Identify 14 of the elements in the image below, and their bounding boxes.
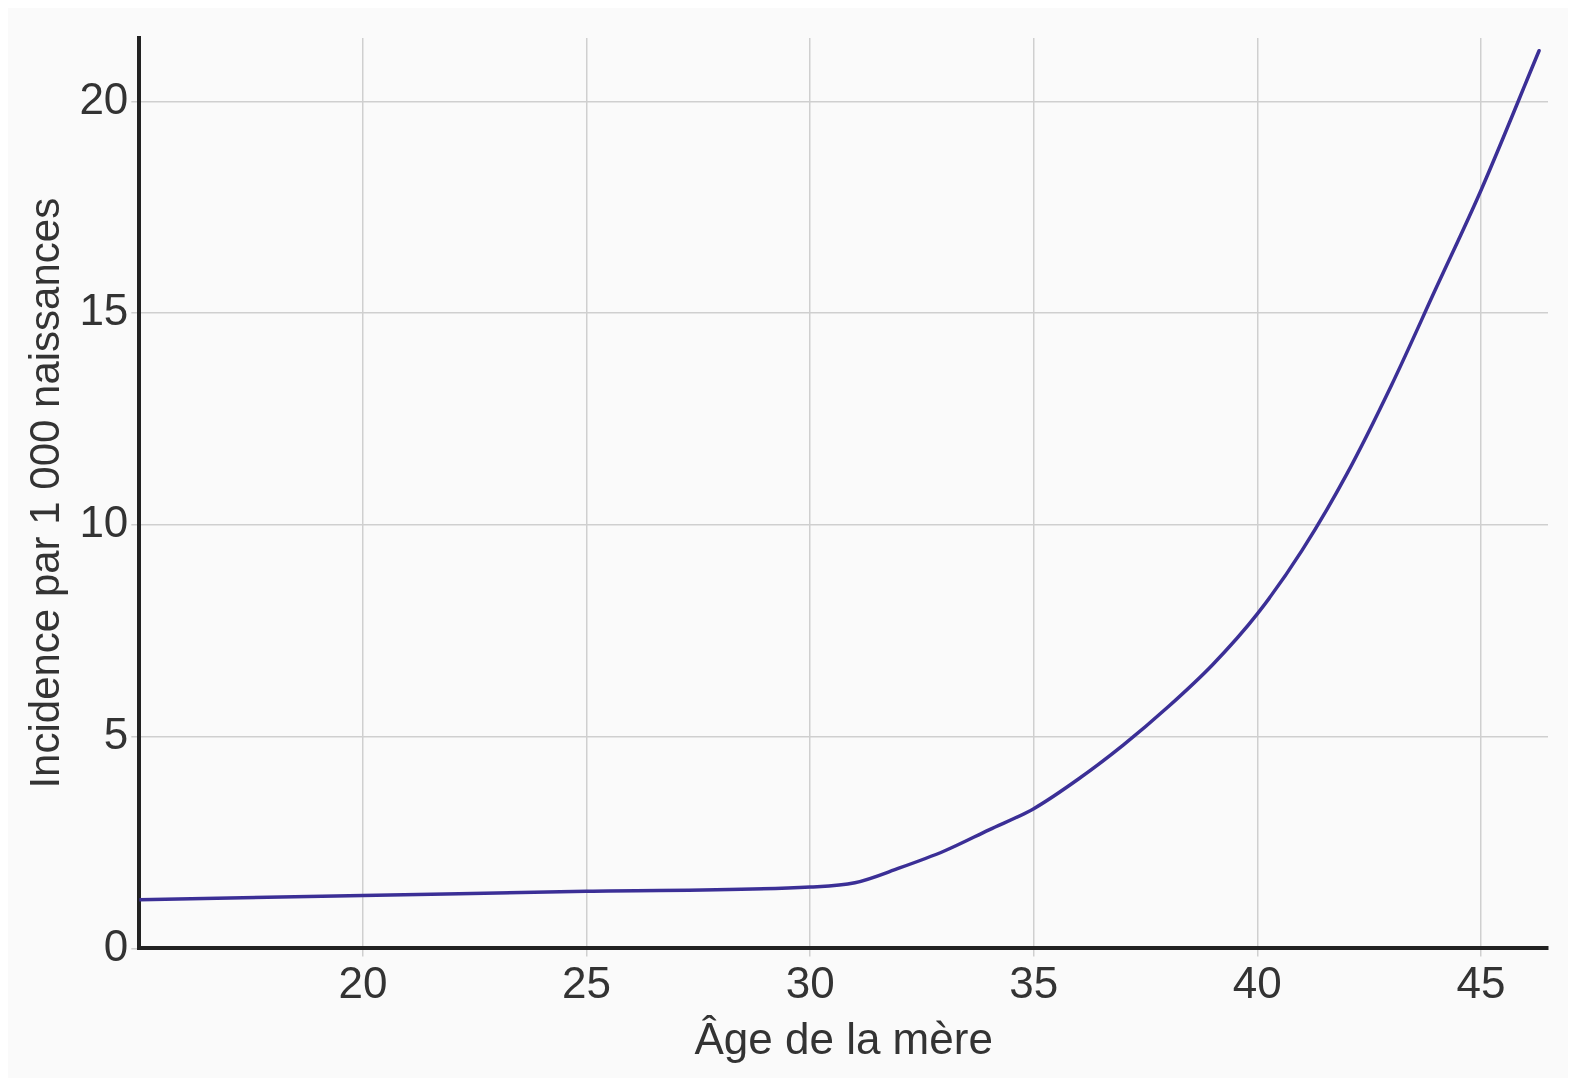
x-tick-label: 20 bbox=[338, 957, 388, 1007]
x-tick-label: 45 bbox=[1456, 957, 1506, 1007]
line-series bbox=[139, 48, 1541, 902]
y-tick-label: 20 bbox=[79, 73, 129, 123]
x-tick-label: 40 bbox=[1232, 957, 1282, 1007]
y-tick-label: 10 bbox=[79, 497, 129, 547]
y-tick-label: 5 bbox=[103, 708, 129, 758]
x-axis-title: Âge de la mère bbox=[694, 1013, 993, 1063]
x-tick-label: 35 bbox=[1009, 957, 1059, 1007]
x-tick-label: 30 bbox=[785, 957, 835, 1007]
y-tick-label: 0 bbox=[103, 920, 129, 970]
y-tick-label: 15 bbox=[79, 285, 129, 335]
x-tick-label: 25 bbox=[562, 957, 612, 1007]
y-axis-title: Incidence par 1 000 naissances bbox=[20, 197, 68, 789]
